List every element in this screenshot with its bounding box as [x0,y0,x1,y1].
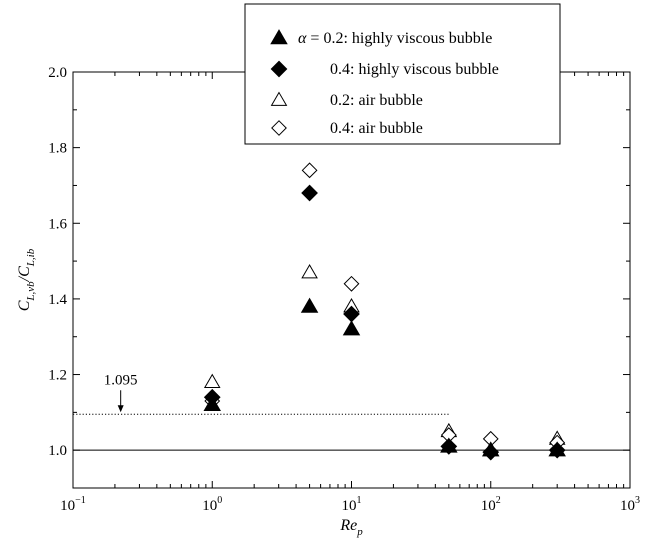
x-tick-label-base: 10 [620,498,635,514]
data-point [343,275,360,292]
legend-marker [270,91,288,106]
data-point [548,441,566,459]
annotations: 1.095 [104,372,138,413]
data-point [301,184,318,202]
data-point [300,297,319,313]
x-tick-label-base: 10 [481,498,496,514]
y-tick-label: 1.4 [48,292,67,308]
x-axis-label: Rep [339,517,363,538]
data-point [203,388,221,406]
legend-marker [270,60,288,78]
x-tick-label-base: 10 [202,498,217,514]
x-tick-label-exponent: 3 [635,495,640,506]
x-tick-label: 101 [342,495,362,514]
legend-series-name: 0.4: air bubble [330,120,423,137]
y-axis-label-subscript-1: L,vb [25,281,37,302]
series-3 [204,162,566,451]
x-tick-label-base: 10 [342,498,357,514]
y-axis-label-main: C [16,300,33,311]
x-tick-label-base: 10 [60,498,75,514]
x-tick-label: 102 [481,495,501,514]
x-axis-label-subscript: p [356,526,363,538]
y-axis-label-slash: /C [16,266,33,282]
x-tick-label: 10−1 [60,495,86,514]
legend-equals: = [306,30,323,47]
annotation-label: 1.095 [104,372,138,388]
plot-axes: 1.01.21.41.61.82.010−1 100 101 102 103RepCL,… [16,65,640,538]
legend-marker [270,29,288,45]
legend-label: 0.4: air bubble [330,120,423,137]
legend-series-name: 0.2: highly viscous bubble [323,30,492,47]
data-points [203,162,566,461]
data-point [203,373,221,389]
x-tick-label-exponent: 2 [496,495,501,506]
x-tick-label: 103 [620,495,640,514]
x-tick-label-exponent: −1 [75,495,86,506]
y-tick-label: 2.0 [48,65,67,81]
data-point [440,438,458,455]
legend-alpha: α [298,30,307,47]
annotation-arrow-head [117,405,124,413]
data-point [343,305,360,323]
legend-box [244,3,561,145]
y-tick-label: 1.6 [48,216,67,232]
y-axis-label: CL,vb/CL,ib [16,248,37,311]
legend-series-name: 0.2: air bubble [330,92,423,109]
legend-label: 0.2: air bubble [330,92,423,109]
legend-label: α = 0.2: highly viscous bubble [298,30,492,47]
series-1 [203,184,566,461]
legend-label: 0.4: highly viscous bubble [330,61,499,78]
data-point [342,320,361,336]
x-tick-label-exponent: 0 [217,495,222,506]
x-axis-label-main: Re [339,517,357,534]
legend-marker [271,120,287,136]
y-axis-label-subscript-2: L,ib [25,248,37,267]
x-tick-label: 100 [202,495,222,514]
y-tick-label: 1.0 [48,443,67,459]
y-tick-label: 1.2 [48,368,67,384]
series-0 [203,297,566,457]
legend: α = 0.2: highly viscous bubble 0.4: highl… [244,3,561,145]
x-tick-label-exponent: 1 [357,495,362,506]
y-tick-label: 1.8 [48,141,67,157]
reference-lines [73,413,630,451]
data-point [301,263,318,279]
data-point [482,443,500,461]
data-point [301,162,318,179]
legend-series-name: 0.4: highly viscous bubble [330,61,499,78]
series-2 [203,263,566,457]
